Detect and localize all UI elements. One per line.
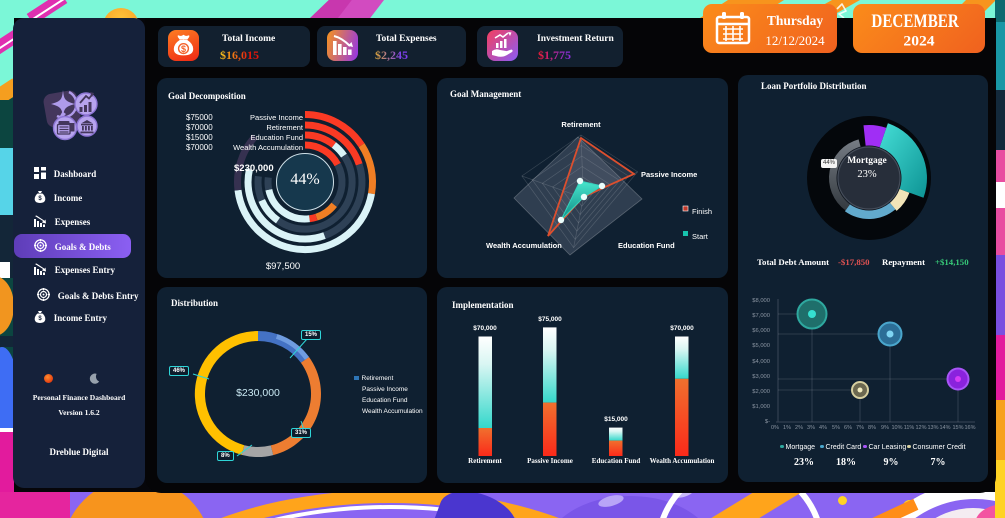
svg-text:$: $: [38, 196, 42, 202]
svg-text:$: $: [181, 44, 186, 54]
svg-text:$: $: [38, 316, 42, 322]
